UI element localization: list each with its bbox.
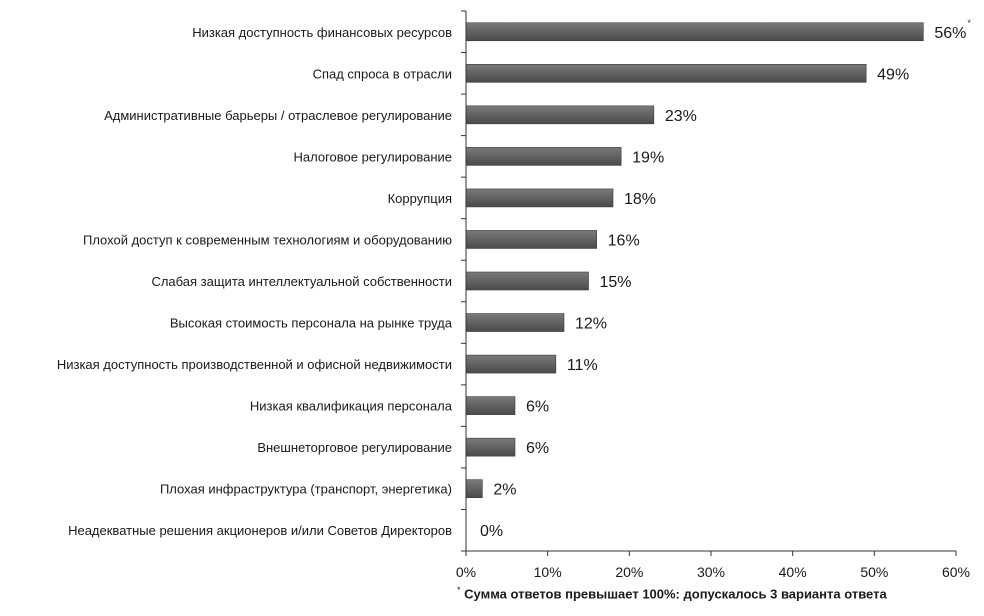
footnote: * Сумма ответов превышает 100%: допускал… — [457, 585, 887, 601]
x-tick-label-3: 30% — [697, 564, 725, 580]
value-label-8: 12% — [575, 316, 607, 333]
bar-11 — [465, 437, 516, 457]
value-label-6: 16% — [608, 232, 640, 249]
value-label-11: 6% — [526, 440, 549, 457]
category-label-5: Коррупция — [388, 191, 452, 206]
bar-4 — [465, 147, 622, 166]
value-label-5: 18% — [624, 191, 656, 208]
value-label-2: 49% — [877, 66, 909, 83]
category-label-11: Внешнеторговое регулирование — [257, 440, 452, 455]
value-label-3: 23% — [665, 108, 697, 125]
category-label-4: Налоговое регулирование — [294, 149, 452, 164]
category-label-7: Слабая защита интеллектуальной собственн… — [151, 274, 452, 289]
category-label-1: Низкая доступность финансовых ресурсов — [192, 25, 452, 40]
footnote-text: Сумма ответов превышает 100%: допускалос… — [464, 586, 887, 602]
bar-3 — [465, 105, 655, 125]
bar-10 — [465, 396, 516, 415]
category-labels: Низкая доступность финансовых ресурсов Сп… — [57, 25, 453, 538]
bar-5 — [465, 188, 614, 208]
footnote-marker: * — [457, 585, 461, 595]
value-label-12: 2% — [493, 482, 516, 499]
axes — [461, 10, 957, 556]
category-label-2: Спад спроса в отрасли — [313, 66, 452, 81]
x-tick-label-1: 10% — [534, 564, 562, 580]
category-label-8: Высокая стоимость персонала на рынке тру… — [170, 316, 453, 331]
value-label-13: 0% — [480, 523, 503, 540]
first-bar-asterisk: * — [967, 18, 971, 28]
value-labels: 56%* 49% 23% 19% 18% 16% 15% 12% 11% 6% 6% 2% 0% — [480, 18, 971, 540]
tick-labels: 0% 10% 20% 30% 40% 50% 60% — [456, 564, 970, 580]
bar-7 — [465, 271, 589, 291]
category-label-12: Плохая инфраструктура (транспорт, энерге… — [160, 482, 452, 497]
bar-8 — [465, 313, 565, 332]
bar-2 — [465, 64, 867, 83]
x-tick-label-4: 40% — [779, 564, 807, 580]
x-tick-label-6: 60% — [942, 564, 970, 580]
x-tick-label-5: 50% — [860, 564, 888, 580]
value-label-1: 56% — [934, 25, 966, 42]
value-label-10: 6% — [526, 399, 549, 416]
bar-12 — [465, 479, 483, 498]
bar-6 — [465, 230, 597, 249]
x-tick-label-2: 20% — [615, 564, 643, 580]
value-label-4: 19% — [632, 149, 664, 166]
value-label-7: 15% — [600, 274, 632, 291]
category-label-6: Плохой доступ к современным технологиям … — [83, 232, 452, 247]
bar-9 — [465, 354, 557, 374]
category-label-13: Неадекватные решения акционеров и/или Со… — [68, 523, 452, 538]
category-label-9: Низкая доступность производственной и оф… — [57, 357, 452, 372]
category-label-10: Низкая квалификация персонала — [250, 399, 453, 414]
value-label-9: 11% — [567, 357, 598, 374]
bar-1 — [465, 22, 924, 42]
bars — [465, 22, 924, 498]
category-label-3: Административные барьеры / отраслевое ре… — [104, 108, 452, 123]
x-tick-label-0: 0% — [456, 564, 476, 580]
